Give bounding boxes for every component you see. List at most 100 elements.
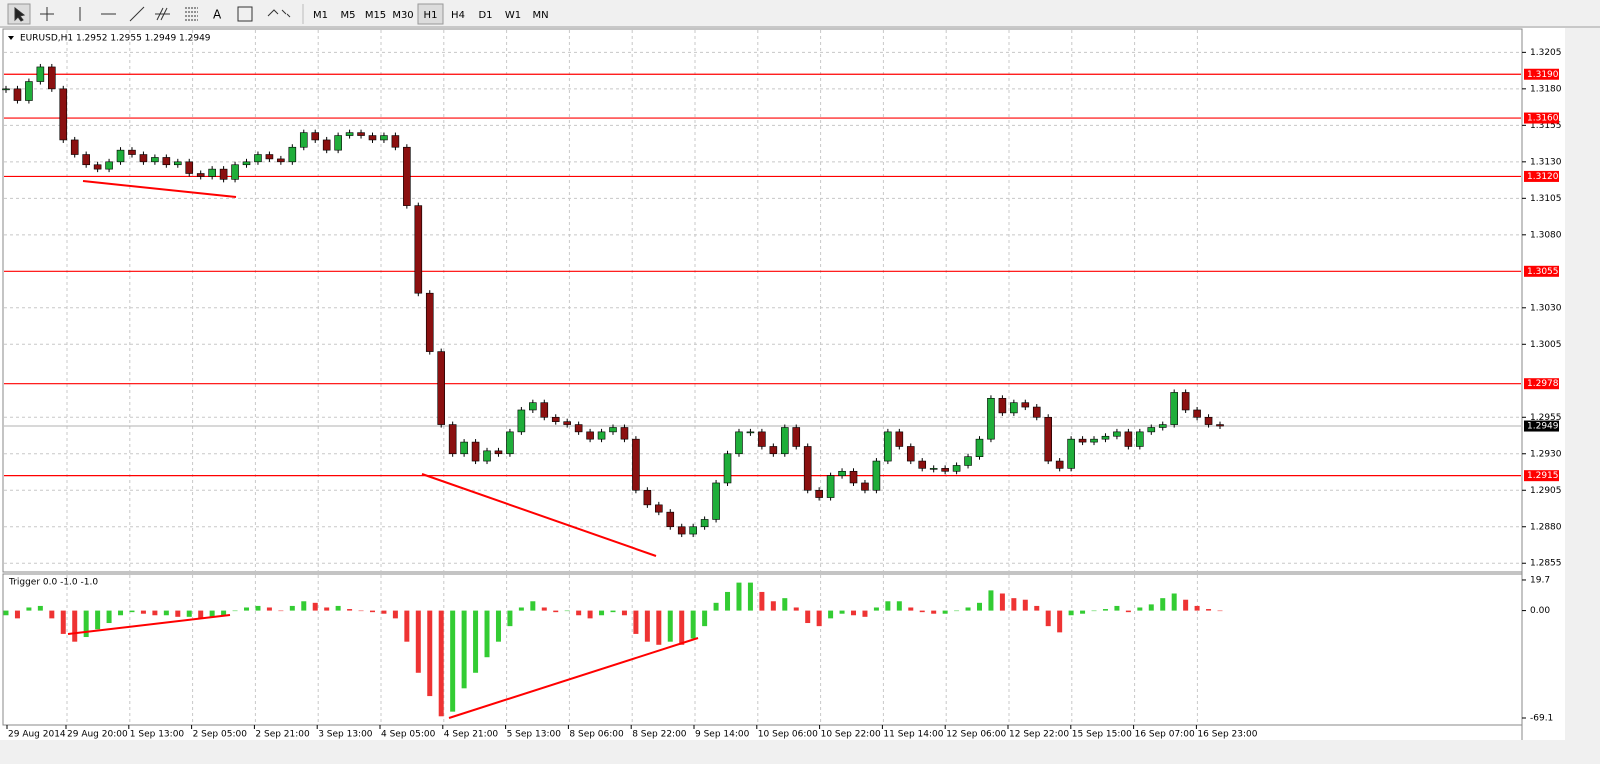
active-timeframe <box>417 3 444 25</box>
candle <box>437 351 446 425</box>
histogram-bar <box>289 605 295 611</box>
candle <box>1021 402 1030 408</box>
candle <box>93 164 102 170</box>
candle <box>551 416 560 422</box>
timeframe-button[interactable]: H4 <box>451 10 465 21</box>
x-tick-label: 16 Sep 23:00 <box>1197 730 1257 740</box>
candle <box>311 132 320 141</box>
candle <box>219 168 228 180</box>
histogram-bar <box>198 610 204 619</box>
histogram-bar <box>908 607 914 611</box>
candle <box>918 460 927 469</box>
trend-line[interactable] <box>448 637 699 719</box>
histogram-bar <box>3 610 9 616</box>
histogram-bar <box>1125 610 1131 613</box>
fibo-tool[interactable] <box>185 7 198 21</box>
candle <box>265 154 274 160</box>
y-tick-label: 1.2855 <box>1530 559 1562 569</box>
histogram-bar <box>644 610 650 642</box>
trend-line[interactable] <box>421 473 657 557</box>
timeframe-button[interactable]: M5 <box>341 10 356 21</box>
candle <box>849 470 858 484</box>
level-label: 1.3190 <box>1527 70 1559 80</box>
text-tool[interactable]: A <box>213 8 222 22</box>
candle <box>529 402 537 411</box>
y-tick-label: 1.3030 <box>1530 303 1562 313</box>
histogram-bar <box>725 591 731 611</box>
trend-line[interactable] <box>67 614 231 635</box>
histogram-bar <box>919 610 925 613</box>
level-label-box <box>1524 470 1559 482</box>
candle <box>609 427 617 433</box>
timeframe-button[interactable]: M1 <box>313 10 328 21</box>
candle <box>586 431 594 440</box>
candle <box>1204 416 1213 425</box>
histogram-bar <box>415 610 421 673</box>
candle <box>162 157 171 166</box>
timeframe-button[interactable]: D1 <box>478 10 492 21</box>
histogram-bar <box>507 610 513 627</box>
trendline-tool[interactable] <box>129 6 145 22</box>
crosshair-tool[interactable] <box>40 7 54 21</box>
y-tick-label: 1.2955 <box>1530 413 1562 423</box>
histogram-bar <box>782 598 788 611</box>
histogram-bar <box>37 605 43 611</box>
candle <box>632 438 640 491</box>
histogram-bar <box>1137 607 1143 611</box>
timeframe-button[interactable]: W1 <box>505 10 521 21</box>
histogram-bar <box>679 610 685 645</box>
shapes-tool[interactable] <box>267 9 291 18</box>
histogram-bar <box>621 610 627 616</box>
candle <box>941 468 949 472</box>
histogram-bar <box>381 610 387 614</box>
candle <box>391 135 400 148</box>
candle <box>82 154 90 166</box>
timeframe-button[interactable]: M15 <box>365 10 386 21</box>
histogram-bar <box>484 610 490 658</box>
timeframe-button[interactable]: MN <box>532 10 548 21</box>
histogram-bar <box>942 610 948 614</box>
histogram-bar <box>26 607 32 611</box>
histogram-bar <box>118 610 124 616</box>
timeframe-button[interactable]: M30 <box>392 10 413 21</box>
histogram-bar <box>72 610 78 642</box>
histogram-bar <box>1022 599 1028 611</box>
candle <box>48 66 56 90</box>
trend-line[interactable] <box>82 180 237 198</box>
histogram-bar <box>667 610 673 642</box>
channel-tool[interactable] <box>155 7 170 21</box>
candle <box>1067 438 1075 469</box>
candle <box>861 482 869 491</box>
histogram-bar <box>255 605 261 611</box>
candle <box>334 135 342 151</box>
x-tick-label: 1 Sep 13:00 <box>130 730 185 740</box>
candle <box>574 424 583 433</box>
x-tick-label: 8 Sep 06:00 <box>569 730 624 740</box>
candle <box>540 402 549 418</box>
label-tool[interactable] <box>237 6 253 22</box>
histogram-bar <box>816 610 822 627</box>
collapse-arrow[interactable] <box>8 36 14 40</box>
y-tick-label: 1.3130 <box>1530 157 1562 167</box>
histogram-bar <box>1102 609 1108 611</box>
candle <box>597 431 606 440</box>
level-label: 1.3120 <box>1527 172 1559 182</box>
histogram-bar <box>1011 598 1017 611</box>
grid <box>4 30 1521 724</box>
candle <box>803 446 812 491</box>
x-tick-label: 16 Sep 07:00 <box>1135 730 1195 740</box>
candle <box>414 205 423 294</box>
candle <box>746 431 755 434</box>
x-tick-label: 12 Sep 06:00 <box>946 730 1006 740</box>
candle <box>1216 424 1224 427</box>
x-tick-label: 8 Sep 22:00 <box>632 730 687 740</box>
candle <box>929 468 938 470</box>
histogram-bar <box>999 593 1005 611</box>
timeframe-button[interactable]: H1 <box>424 10 438 21</box>
candle <box>380 135 388 141</box>
candle <box>1170 392 1178 425</box>
x-tick-label: 29 Aug 20:00 <box>67 730 128 740</box>
candle <box>1055 460 1064 469</box>
candle <box>128 149 136 155</box>
